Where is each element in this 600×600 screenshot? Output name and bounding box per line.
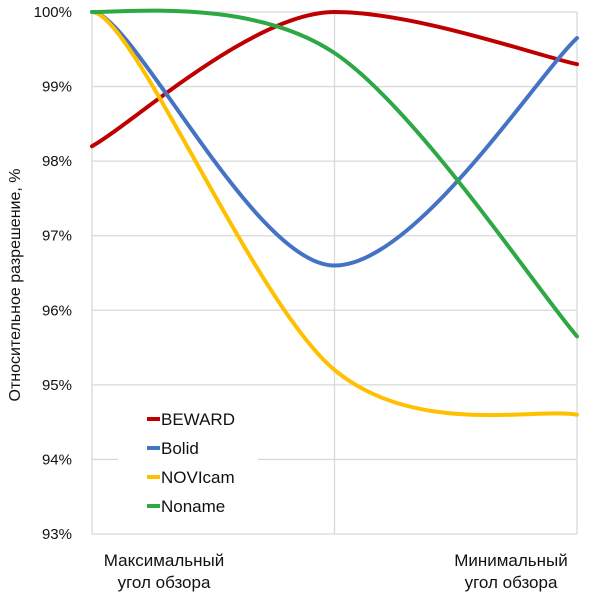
y-tick-label: 96% [42, 302, 72, 319]
y-tick-label: 94% [42, 451, 72, 468]
x-axis-categories: Максимальный угол обзора Минимальный угол о… [104, 551, 568, 592]
series-lines [90, 8, 579, 418]
y-tick-label: 97% [42, 228, 72, 245]
series-line-noname [90, 8, 579, 339]
legend: BEWARD Bolid NOVIcam Noname [118, 400, 258, 520]
y-axis-ticks: 93% 94% 95% 96% 97% 98% 99% 100% [34, 4, 72, 543]
legend-label: Bolid [161, 439, 199, 458]
y-axis-label: Относительное разрешение, % [7, 169, 24, 402]
x-category-label: Минимальный угол обзора [454, 551, 568, 592]
series-line-bolid [90, 10, 579, 268]
y-tick-label: 98% [42, 153, 72, 170]
legend-background [118, 400, 258, 520]
y-tick-label: 93% [42, 526, 72, 543]
legend-label: Noname [161, 497, 225, 516]
y-tick-label: 100% [34, 4, 72, 21]
legend-label: BEWARD [161, 410, 235, 429]
legend-label: NOVIcam [161, 468, 235, 487]
series-line-novicam [90, 10, 579, 418]
x-category-label: Максимальный угол обзора [104, 551, 224, 592]
y-tick-label: 99% [42, 79, 72, 96]
series-line-beward [90, 9, 579, 149]
y-tick-label: 95% [42, 377, 72, 394]
